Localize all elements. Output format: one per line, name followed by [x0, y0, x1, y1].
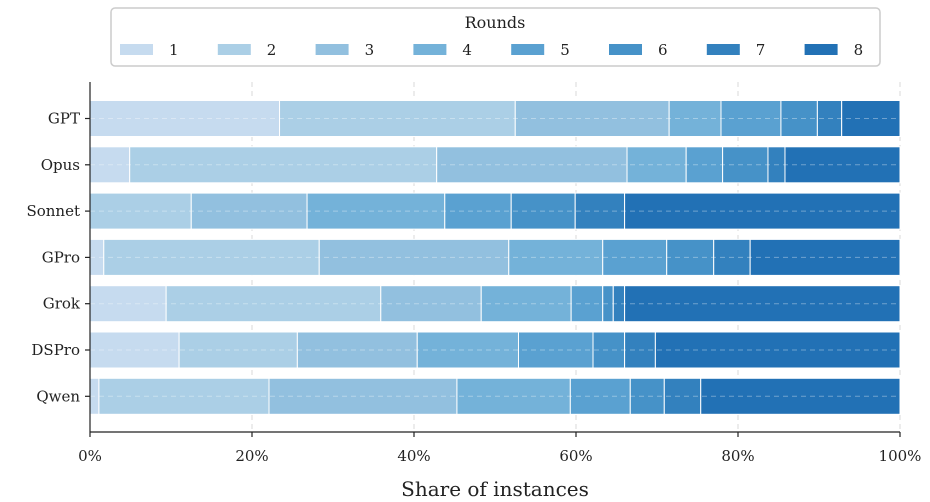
bar-segment — [624, 285, 901, 323]
ticks: GPT Opus Sonnet GPro Grok DSPro Qwen 0% 20% 40% 60… — [26, 110, 921, 466]
legend-entries: 1 2 3 4 5 6 7 8 — [120, 41, 863, 59]
bar-segment — [602, 238, 668, 276]
legend-swatch — [706, 44, 740, 55]
bar-segment — [508, 238, 604, 276]
bar-segment — [178, 331, 298, 369]
bar-segment — [89, 285, 167, 323]
legend-label: 5 — [560, 41, 570, 59]
bar-segment — [816, 100, 843, 137]
bar-segment — [480, 285, 572, 323]
legend-swatch — [804, 44, 838, 55]
bar-segment — [416, 331, 519, 369]
bar-gridlines — [90, 118, 900, 397]
x-tick-label: 20% — [235, 447, 268, 465]
bar-segment — [89, 146, 131, 184]
bar-segment — [784, 146, 901, 184]
bar-segment — [98, 377, 270, 415]
legend-swatch — [315, 44, 349, 55]
legend-label: 8 — [854, 41, 864, 59]
y-tick-label: GPro — [42, 248, 80, 266]
bar-segment — [841, 100, 901, 137]
legend-label: 3 — [365, 41, 375, 59]
bar-segment — [629, 377, 665, 415]
legend-label: 2 — [267, 41, 277, 59]
bar-segment — [436, 146, 628, 184]
y-tick-label: Opus — [41, 156, 80, 174]
legend-label: 1 — [169, 41, 179, 59]
bar-segment — [268, 377, 458, 415]
bar-segment — [510, 192, 576, 230]
y-tick-label: Qwen — [36, 387, 80, 405]
legend-frame — [110, 7, 881, 67]
bar-segment — [624, 192, 901, 230]
bar-segment — [569, 377, 631, 415]
bar-segment — [654, 331, 901, 369]
legend-label: 4 — [462, 41, 472, 59]
bar-segment — [700, 377, 901, 415]
legend-swatch — [511, 44, 545, 55]
y-tick-label: Grok — [43, 295, 81, 313]
y-tick-label: GPT — [48, 110, 80, 128]
bar-segment — [514, 100, 670, 137]
y-tick-label: DSPro — [31, 341, 80, 359]
legend-title: Rounds — [465, 13, 526, 32]
bar-segment — [103, 238, 320, 276]
x-tick-label: 80% — [721, 447, 754, 465]
bar-segment — [663, 377, 702, 415]
legend-swatch — [120, 44, 153, 55]
legend-label: 6 — [658, 41, 668, 59]
x-tick-label: 0% — [78, 447, 102, 465]
x-tick-label: 100% — [879, 447, 922, 465]
legend: Rounds 1 2 3 4 5 6 7 8 — [110, 7, 881, 67]
bar-segment — [666, 238, 715, 276]
bar-segment — [592, 331, 626, 369]
bar-segment — [318, 238, 510, 276]
bar-segment — [685, 146, 724, 184]
bar-segment — [89, 192, 192, 230]
bar-segment — [444, 192, 512, 230]
x-axis-label: Share of instances — [401, 477, 589, 501]
bar-segment — [89, 100, 281, 137]
bar-segment — [720, 100, 782, 137]
legend-swatch — [217, 44, 251, 55]
x-tick-label: 40% — [397, 447, 430, 465]
bars — [89, 100, 901, 415]
bar-segment — [190, 192, 308, 230]
bar-segment — [380, 285, 482, 323]
bar-segment — [574, 192, 626, 230]
y-tick-label: Sonnet — [26, 202, 80, 220]
bar-segment — [165, 285, 382, 323]
x-tick-label: 60% — [559, 447, 592, 465]
bar-segment — [456, 377, 571, 415]
bar-segment — [749, 238, 901, 276]
bar-segment — [306, 192, 446, 230]
legend-swatch — [413, 44, 447, 55]
bar-segment — [279, 100, 516, 137]
legend-swatch — [609, 44, 642, 55]
bar-segment — [296, 331, 418, 369]
legend-label: 7 — [756, 41, 766, 59]
bar-segment — [517, 331, 594, 369]
